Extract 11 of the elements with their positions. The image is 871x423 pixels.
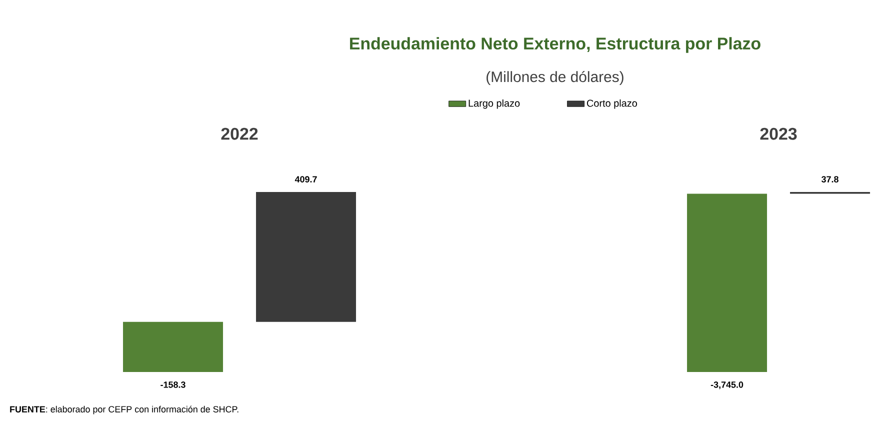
text: Endeudamiento Neto Externo, Estructura por Plazo — [350, 37, 760, 53]
text: (Millones de dólares) — [486, 70, 624, 86]
data-label: 37.8 — [821, 176, 838, 182]
chart-title: 2023 — [760, 128, 797, 140]
text: FUENTE: elaborado por CEFP con información de SHCP. — [10, 406, 238, 414]
data-label: -158.3 — [160, 382, 186, 388]
chart-title: 2022 — [221, 128, 258, 140]
data-label: -3,745.0 — [710, 382, 744, 390]
legend-label: Corto plazo — [586, 99, 637, 109]
legend-label: Largo plazo — [468, 99, 520, 109]
data-label: 409.7 — [294, 176, 317, 182]
